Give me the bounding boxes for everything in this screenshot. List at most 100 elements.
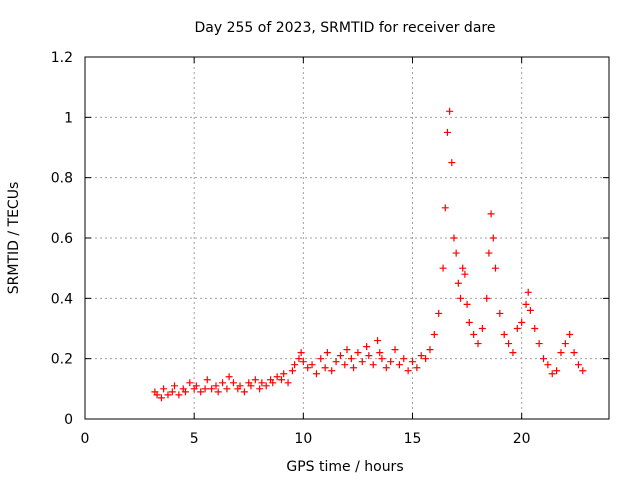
- data-point: [457, 294, 465, 302]
- data-point: [358, 358, 366, 366]
- data-point: [201, 385, 209, 393]
- data-point: [278, 376, 285, 384]
- data-point: [304, 364, 312, 372]
- data-point: [404, 367, 412, 375]
- data-point: [374, 337, 382, 345]
- data-point: [168, 388, 176, 396]
- data-point: [487, 210, 495, 218]
- data-point: [317, 355, 325, 363]
- x-axis-label: GPS time / hours: [286, 459, 403, 475]
- data-point: [461, 270, 469, 278]
- data-point: [496, 309, 504, 317]
- data-point: [341, 361, 349, 369]
- data-point: [441, 204, 449, 212]
- data-point: [295, 355, 303, 363]
- data-point: [208, 385, 216, 393]
- data-points: [151, 107, 587, 402]
- y-tick-label: 0.8: [51, 171, 73, 187]
- data-point: [531, 325, 539, 332]
- data-point: [409, 358, 416, 366]
- data-point: [236, 382, 244, 390]
- data-point: [223, 385, 231, 393]
- y-tick-label: 0.4: [51, 291, 73, 307]
- chart-title: Day 255 of 2023, SRMTID for receiver dar…: [195, 20, 496, 36]
- data-point: [426, 346, 434, 354]
- y-tick-label: 1: [64, 110, 73, 126]
- data-point: [544, 361, 552, 369]
- y-tick-label: 0.2: [51, 352, 73, 368]
- x-tick-label: 15: [404, 431, 422, 447]
- data-point: [256, 385, 264, 393]
- data-point: [450, 234, 458, 242]
- data-point: [308, 361, 316, 369]
- data-point: [251, 376, 259, 384]
- data-point: [579, 367, 587, 375]
- data-point: [321, 364, 329, 372]
- data-point: [505, 340, 513, 348]
- data-point: [439, 264, 447, 272]
- data-point: [570, 349, 578, 357]
- data-point: [181, 388, 189, 396]
- data-point: [446, 107, 454, 115]
- data-point: [273, 373, 281, 381]
- data-point: [465, 318, 473, 326]
- data-point: [197, 388, 205, 396]
- data-point: [175, 391, 183, 399]
- data-point: [474, 340, 482, 348]
- x-tick-label: 0: [81, 431, 90, 447]
- data-point: [192, 382, 200, 390]
- x-tick-label: 10: [294, 431, 312, 447]
- data-point: [280, 370, 288, 378]
- data-point: [561, 340, 569, 348]
- data-point: [413, 364, 421, 372]
- data-point: [203, 376, 211, 384]
- data-point: [454, 279, 462, 287]
- data-point: [391, 346, 399, 354]
- data-point: [369, 361, 377, 369]
- data-point: [518, 318, 526, 326]
- data-point: [526, 306, 534, 314]
- data-point: [417, 352, 425, 360]
- plot-frame: [84, 56, 610, 420]
- data-point: [262, 382, 270, 390]
- data-point: [376, 349, 384, 357]
- data-point: [347, 355, 355, 363]
- data-point: [247, 382, 255, 390]
- data-point: [328, 367, 336, 375]
- data-point: [443, 128, 451, 136]
- y-tick-label: 1.2: [51, 50, 73, 66]
- data-point: [288, 367, 296, 375]
- x-tick-label: 20: [513, 431, 531, 447]
- data-point: [171, 382, 179, 390]
- data-point: [478, 325, 486, 332]
- data-point: [212, 382, 220, 390]
- data-point: [483, 294, 491, 302]
- data-point: [448, 159, 456, 167]
- data-point: [387, 358, 395, 366]
- data-point: [509, 349, 517, 357]
- data-point: [553, 367, 561, 375]
- data-point: [470, 331, 478, 339]
- data-point: [186, 379, 194, 387]
- data-point: [343, 346, 351, 354]
- data-point: [240, 388, 248, 396]
- data-point: [153, 391, 161, 399]
- data-point: [336, 352, 344, 360]
- data-point: [522, 300, 530, 308]
- data-point: [400, 355, 408, 363]
- data-point: [459, 264, 467, 272]
- data-point: [299, 358, 307, 366]
- data-point: [485, 249, 493, 257]
- data-point: [229, 379, 237, 387]
- data-point: [332, 358, 340, 366]
- data-point: [489, 234, 497, 242]
- data-point: [225, 373, 233, 381]
- data-point: [540, 355, 547, 363]
- data-point: [365, 352, 373, 360]
- y-tick-label: 0.6: [51, 231, 73, 247]
- data-point: [378, 355, 386, 363]
- data-point: [258, 379, 266, 387]
- data-point: [491, 264, 499, 272]
- data-point: [513, 325, 521, 332]
- data-point: [557, 349, 565, 357]
